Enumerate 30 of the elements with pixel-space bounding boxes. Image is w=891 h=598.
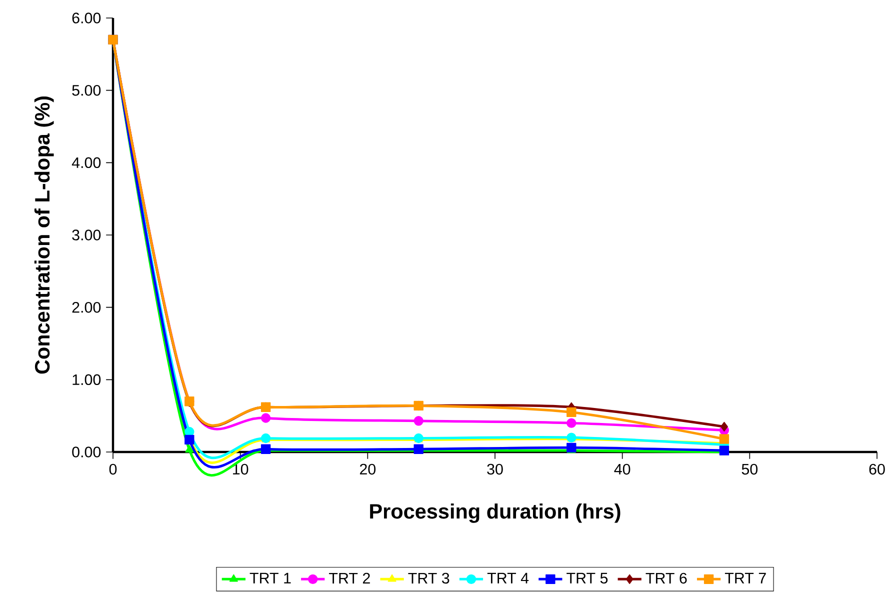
- point: [566, 407, 576, 418]
- y-axis-title: Concentration of L-dopa (%): [34, 96, 54, 374]
- x-tick-label: 20: [360, 464, 376, 475]
- x-tick-label: 60: [869, 464, 885, 475]
- y-tick-label: 0.00: [72, 446, 101, 458]
- point: [719, 434, 730, 444]
- y-tick-label: 5.00: [72, 84, 101, 96]
- y-tick-label: 1.00: [72, 374, 101, 386]
- x-tick-label: 50: [742, 464, 758, 475]
- legend-label: TRT 5: [566, 572, 608, 584]
- x-tick-label: 30: [487, 464, 503, 475]
- x-tick-label: 10: [233, 464, 248, 475]
- point: [184, 434, 194, 445]
- y-tick-label: 3.00: [72, 230, 101, 240]
- legend-label: TRT 4: [487, 572, 529, 584]
- y-tick-label: 2.00: [72, 302, 101, 313]
- legend-label: TRT 6: [646, 572, 687, 584]
- x-tick-label: 0: [109, 464, 117, 475]
- point: [566, 418, 576, 428]
- x-tick-label: 40: [614, 464, 630, 475]
- legend-label: TRT 2: [329, 572, 370, 584]
- point: [720, 422, 728, 432]
- y-tick-label: 6.00: [72, 12, 101, 24]
- legend-label: TRT 1: [250, 572, 291, 584]
- x-axis-title: Processing duration (hrs): [370, 503, 620, 523]
- legend-label: TRT 3: [408, 572, 450, 584]
- legend-label: TRT 7: [724, 572, 766, 584]
- point: [260, 413, 271, 423]
- point: [414, 416, 424, 426]
- y-tick-label: 4.00: [72, 157, 101, 168]
